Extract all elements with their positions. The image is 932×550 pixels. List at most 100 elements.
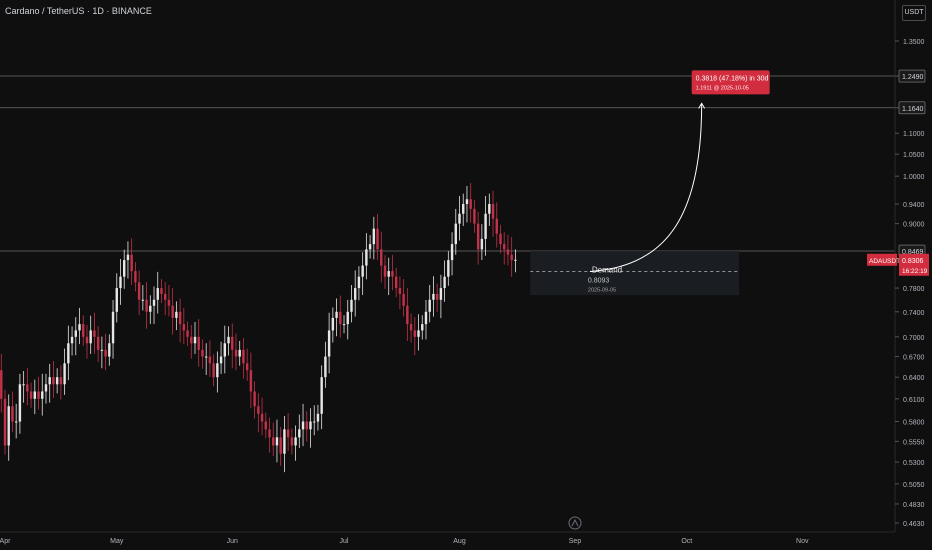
candle-body <box>227 336 230 344</box>
candle-body <box>22 384 25 386</box>
candle-body <box>361 265 364 277</box>
candle-body <box>506 249 510 255</box>
candle-body <box>305 421 308 430</box>
projection-detail-text: 1.1911 @ 2025-10-05 <box>696 85 749 91</box>
candle-body <box>44 384 48 392</box>
candle-body <box>3 398 7 446</box>
candle-body <box>499 233 502 245</box>
candle-body <box>387 271 390 277</box>
candle-body <box>63 363 66 385</box>
candle-body <box>48 377 51 385</box>
level-price-label: 0.8469 <box>902 249 924 256</box>
candle-body <box>260 413 264 422</box>
candle-body <box>462 204 465 214</box>
candle-body <box>59 377 63 385</box>
candle-body <box>514 259 517 261</box>
candle-body <box>450 244 454 261</box>
candle-body <box>100 349 104 351</box>
candle-body <box>238 349 241 357</box>
candle-body <box>380 249 383 266</box>
candle-body <box>193 336 197 344</box>
projection-change-text: 0.3818 (47.18%) in 30d <box>696 75 769 82</box>
time-axis: Apr May Jun Jul Aug Sep Oct Nov <box>0 538 809 545</box>
candle-body <box>0 370 3 399</box>
y-tick-label: 0.7000 <box>903 335 925 342</box>
candle-body <box>406 305 409 325</box>
candle-body <box>357 276 361 289</box>
candle-body <box>7 406 10 446</box>
candle-body <box>439 288 443 300</box>
y-tick-label: 1.3500 <box>903 39 925 46</box>
candle-body <box>454 223 457 245</box>
candle-body <box>190 336 193 344</box>
candle-body <box>331 317 335 331</box>
y-tick-label: 0.5800 <box>903 420 925 427</box>
current-price-label: 0.8306 <box>902 258 924 265</box>
x-tick-label: Jun <box>227 538 238 545</box>
currency-button[interactable]: USDT <box>902 5 926 21</box>
level-price-badge <box>898 101 926 115</box>
candle-body <box>480 238 484 250</box>
candle-body <box>327 330 331 357</box>
y-tick-label: 0.9400 <box>903 202 925 209</box>
tradingview-logo-icon[interactable] <box>568 516 582 530</box>
candle-body <box>197 336 200 350</box>
candles <box>0 183 517 473</box>
candle-body <box>137 282 141 300</box>
candle-body <box>313 421 316 423</box>
demand-zone-value: 0.8093 <box>588 277 610 284</box>
candle-body <box>320 377 323 414</box>
candle-body <box>350 299 353 312</box>
candle-body <box>175 311 178 318</box>
candle-body <box>212 363 215 378</box>
candle-body <box>29 391 33 399</box>
candle-body <box>283 429 286 454</box>
candle-body <box>18 384 22 422</box>
symbol-badge <box>867 253 897 266</box>
candle-body <box>316 413 320 422</box>
level-price-label: 1.2490 <box>902 74 924 81</box>
y-tick-label: 0.4830 <box>903 502 925 509</box>
candle-body <box>503 244 506 250</box>
candle-body <box>253 391 256 407</box>
candle-body <box>119 276 122 289</box>
candle-body <box>89 330 92 344</box>
demand-zone-rect <box>530 251 739 296</box>
candle-body <box>264 421 267 430</box>
candle-body <box>67 343 70 364</box>
candle-body <box>26 384 29 392</box>
candle-body <box>152 299 156 306</box>
candle-body <box>55 377 59 385</box>
candle-body <box>70 336 74 344</box>
candle-body <box>432 293 435 300</box>
candle-body <box>279 437 282 454</box>
candle-body <box>85 336 89 344</box>
x-tick-label: Nov <box>796 538 809 545</box>
candle-body <box>413 330 417 337</box>
candle-body <box>435 293 439 300</box>
x-tick-label: Apr <box>0 538 11 545</box>
candle-body <box>182 324 186 331</box>
candle-body <box>473 208 476 224</box>
candle-body <box>93 330 96 337</box>
candle-body <box>268 429 271 438</box>
candle-body <box>417 330 420 337</box>
candle-body <box>353 288 357 300</box>
chart-title: Cardano / TetherUS · 1D · BINANCE <box>5 6 152 16</box>
projection-arrow-icon <box>698 102 706 109</box>
candle-body <box>186 330 189 337</box>
y-tick-label: 0.6700 <box>903 355 925 362</box>
countdown-label: 16:22:19 <box>902 268 928 275</box>
y-tick-label: 0.5550 <box>903 439 925 446</box>
candle-body <box>275 437 279 446</box>
candle-body <box>33 391 37 399</box>
candle-body <box>402 293 405 306</box>
candle-body <box>346 311 349 325</box>
y-tick-label: 0.7800 <box>903 286 925 293</box>
candle-body <box>510 254 513 261</box>
y-tick-label: 0.6400 <box>903 375 925 382</box>
x-tick-label: Aug <box>453 538 466 545</box>
